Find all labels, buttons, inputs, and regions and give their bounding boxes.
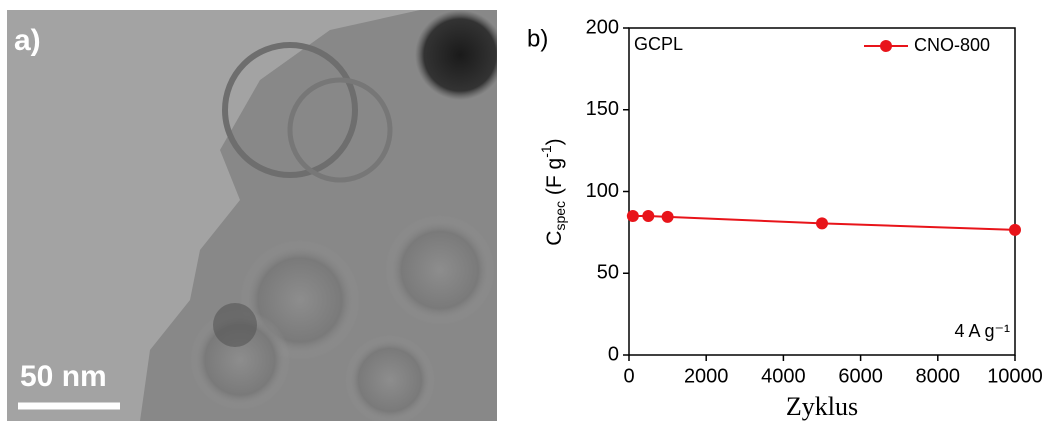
x-axis-label: Zyklus	[786, 392, 858, 421]
x-tick-label: 2000	[684, 365, 729, 387]
data-point	[626, 210, 639, 223]
y-label-close: )	[543, 138, 566, 145]
legend-marker	[880, 40, 892, 52]
y-label-superscript: -1	[538, 145, 554, 158]
y-tick-label: 200	[586, 16, 619, 38]
y-tick-label: 50	[597, 262, 619, 284]
plot-frame	[628, 27, 1016, 356]
annotation: GCPL	[634, 34, 683, 54]
y-tick-label: 0	[608, 343, 619, 365]
y-label-unit: (F g	[543, 158, 566, 201]
annotation: 4 A g⁻¹	[954, 321, 1010, 341]
scale-bar-label: 50 nm	[20, 360, 107, 393]
y-axis-label: Cspec (F g-1)	[538, 138, 568, 245]
y-tick-label: 150	[586, 98, 619, 120]
x-tick-label: 4000	[761, 365, 806, 387]
panel-label: b)	[527, 25, 548, 52]
y-label-subscript: spec	[552, 201, 568, 231]
x-tick-label: 0	[623, 365, 634, 387]
x-tick-label: 6000	[838, 365, 883, 387]
data-point	[661, 210, 674, 223]
data-point	[1009, 223, 1021, 236]
tem-image: 50 nm a)	[7, 10, 497, 421]
data-point	[642, 210, 655, 223]
data-point	[816, 217, 828, 230]
x-tick-label: 8000	[916, 365, 961, 387]
y-label-symbol: C	[543, 231, 566, 246]
x-tick-label: 10000	[987, 365, 1043, 387]
y-tick-label: 100	[586, 180, 619, 202]
panel-label: a)	[14, 24, 41, 57]
legend-label: CNO-800	[914, 35, 990, 55]
